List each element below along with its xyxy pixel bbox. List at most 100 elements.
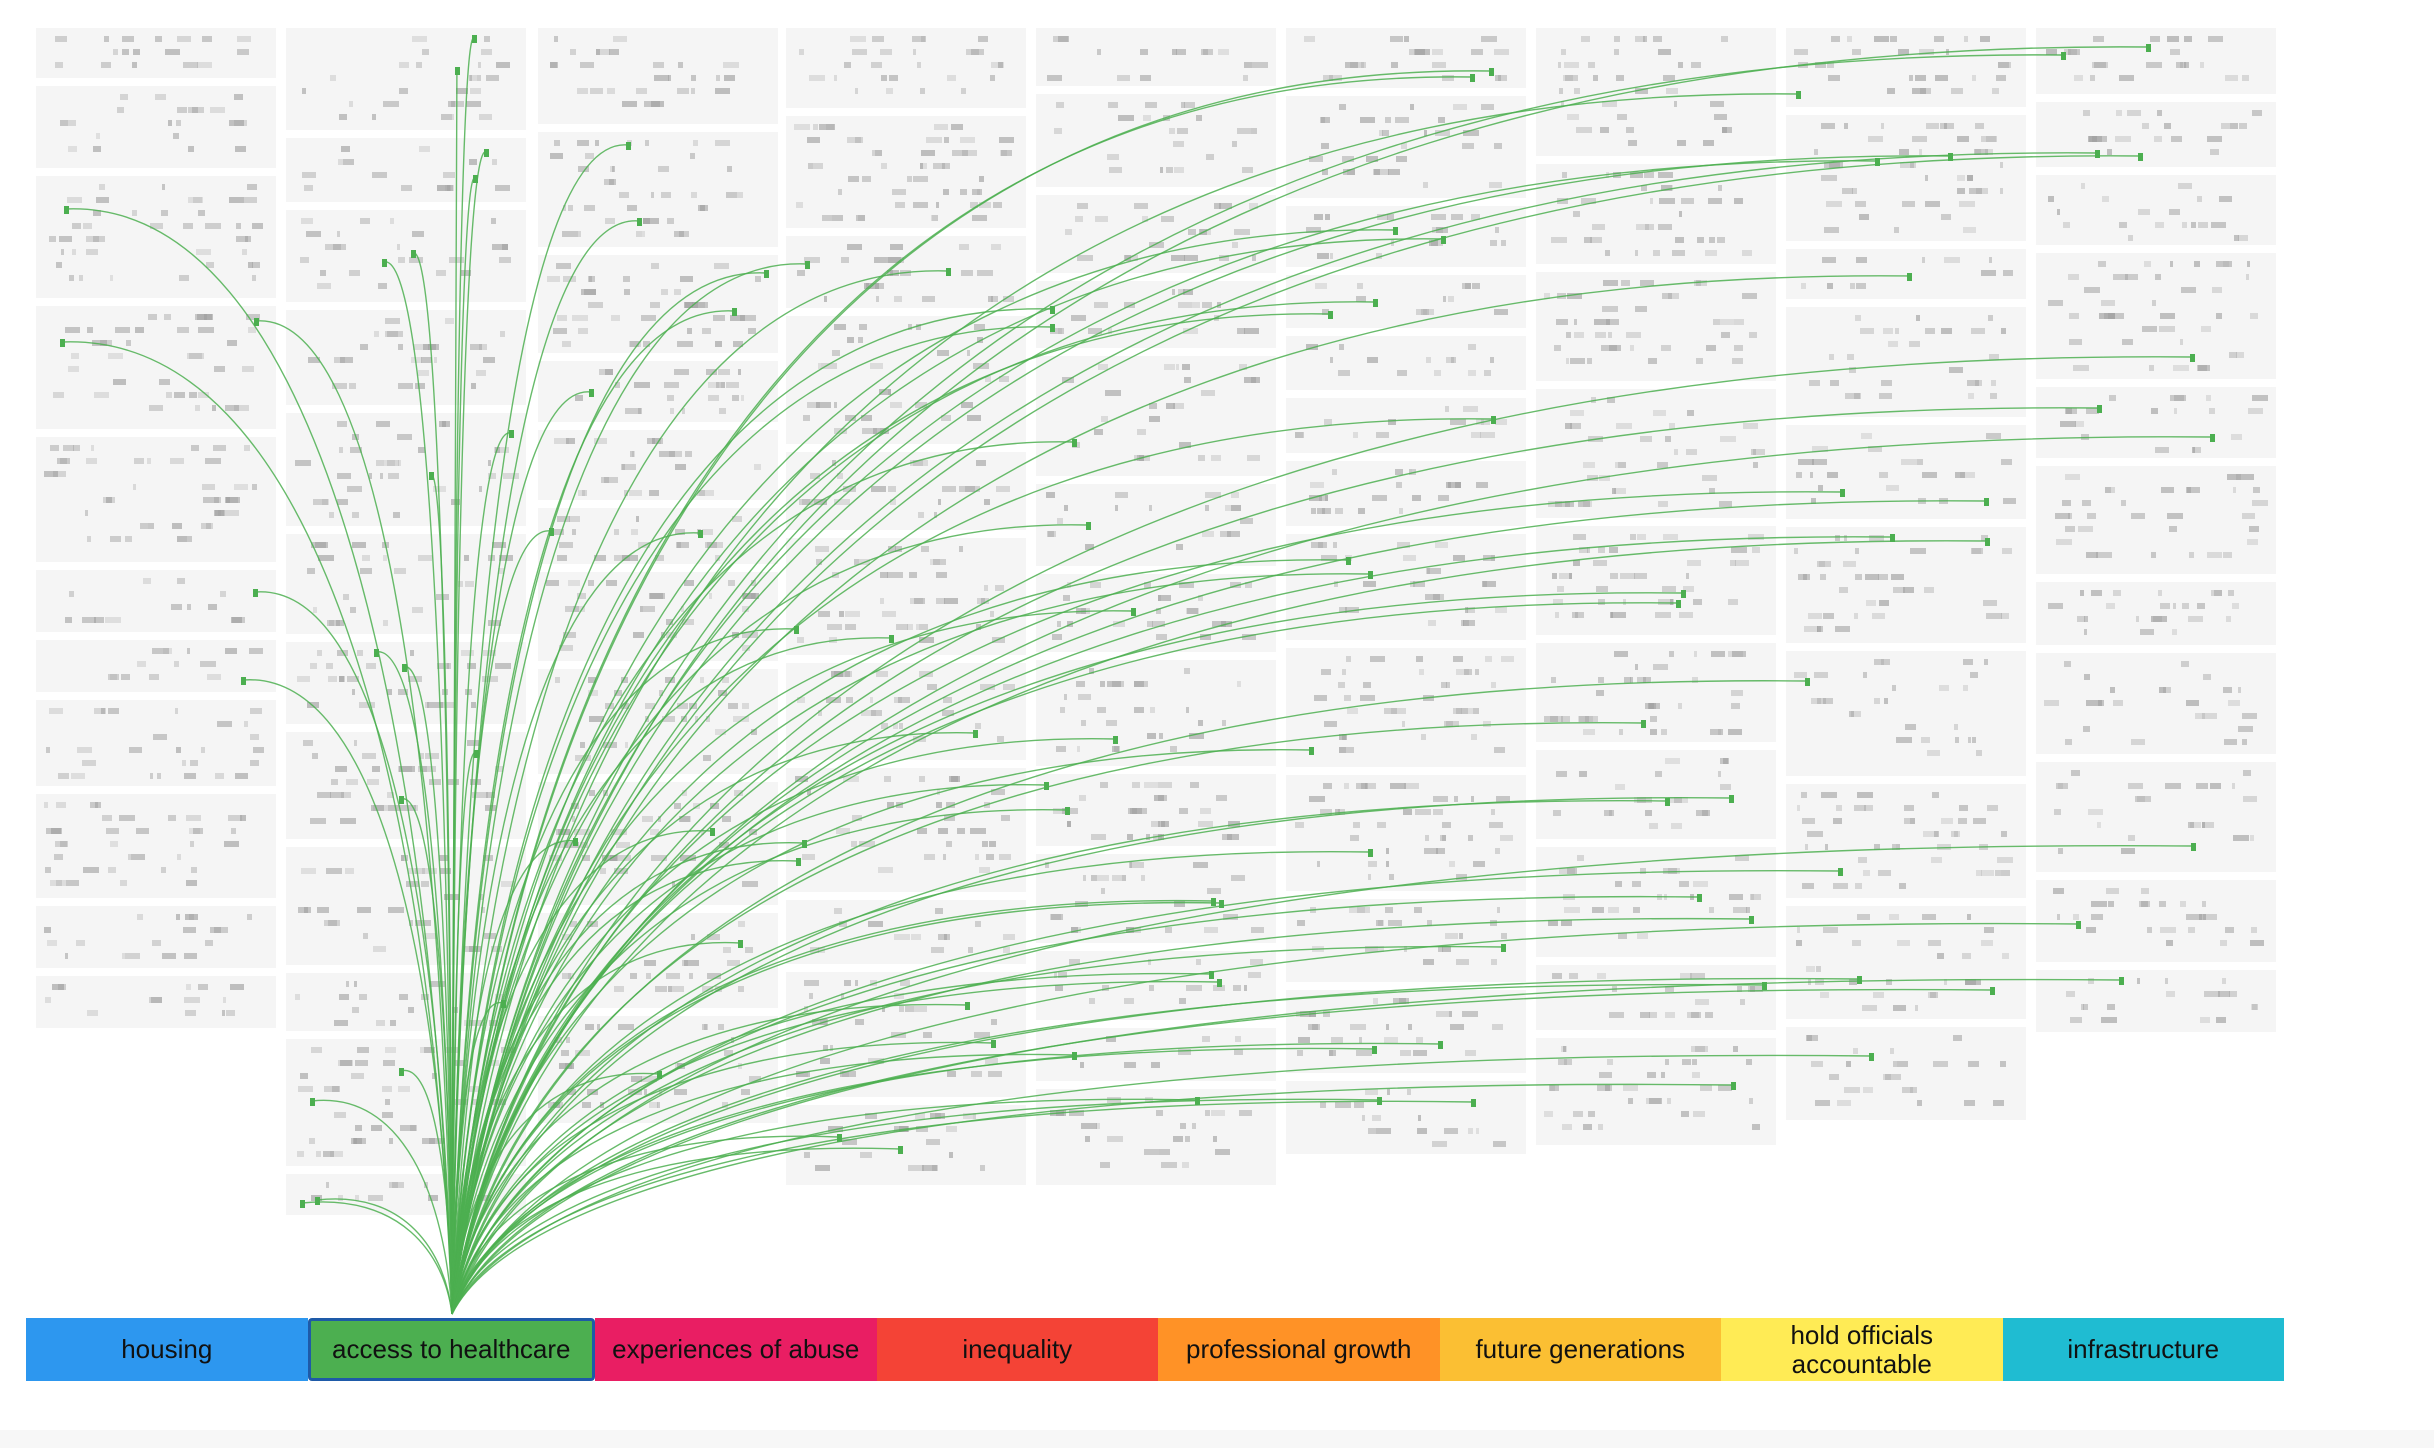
conversation-card[interactable] xyxy=(538,132,778,247)
conversation-card[interactable] xyxy=(2036,762,2276,872)
conversation-card[interactable] xyxy=(1036,28,1276,86)
snippet-mark xyxy=(312,753,318,759)
snippet-mark xyxy=(692,302,708,308)
conversation-card[interactable] xyxy=(1786,527,2026,643)
conversation-card[interactable] xyxy=(36,906,276,968)
topic-access-to-healthcare[interactable]: access to healthcare xyxy=(307,1318,595,1381)
topic-link xyxy=(451,540,1988,1315)
snippet-mark xyxy=(1476,1128,1479,1134)
conversation-card[interactable] xyxy=(786,538,1026,655)
snippet-mark xyxy=(2178,183,2192,189)
conversation-card[interactable] xyxy=(1286,775,1526,891)
conversation-card[interactable] xyxy=(1536,965,1776,1030)
conversation-card[interactable] xyxy=(1286,336,1526,390)
conversation-card[interactable] xyxy=(2036,175,2276,245)
snippet-mark xyxy=(722,677,729,683)
topic-future-generations[interactable]: future generations xyxy=(1439,1318,1721,1381)
snippet-mark xyxy=(1694,651,1697,657)
conversation-card[interactable] xyxy=(1536,526,1776,635)
conversation-card[interactable] xyxy=(1036,281,1276,348)
snippet-mark xyxy=(1309,796,1325,802)
conversation-card[interactable] xyxy=(786,663,1026,760)
conversation-card[interactable] xyxy=(1286,1081,1526,1154)
conversation-card[interactable] xyxy=(1536,750,1776,839)
conversation-card[interactable] xyxy=(1286,648,1526,767)
snippet-mark xyxy=(1730,560,1736,566)
conversation-card[interactable] xyxy=(1286,899,1526,982)
conversation-card[interactable] xyxy=(1786,1027,2026,1120)
conversation-card[interactable] xyxy=(1036,94,1276,187)
snippet-mark xyxy=(1158,782,1172,788)
snippet-mark xyxy=(1728,599,1738,605)
snippet-mark xyxy=(557,555,567,561)
conversation-card[interactable] xyxy=(1536,164,1776,264)
conversation-card[interactable] xyxy=(1786,307,2026,417)
snippet-mark xyxy=(1201,49,1213,55)
snippet-mark xyxy=(1658,49,1671,55)
conversation-card[interactable] xyxy=(1536,643,1776,742)
conversation-card[interactable] xyxy=(2036,880,2276,962)
snippet-mark xyxy=(1555,612,1559,618)
conversation-card[interactable] xyxy=(1786,784,2026,898)
highlight-mark xyxy=(626,142,631,150)
conversation-card[interactable] xyxy=(1036,195,1276,273)
conversation-card[interactable] xyxy=(2036,582,2276,645)
snippet-mark xyxy=(584,205,595,211)
conversation-card[interactable] xyxy=(1786,115,2026,241)
snippet-mark xyxy=(1602,306,1618,312)
snippet-mark xyxy=(303,740,313,746)
topic-professional-growth[interactable]: professional growth xyxy=(1158,1318,1440,1381)
conversation-card[interactable] xyxy=(286,210,526,302)
conversation-card[interactable] xyxy=(786,900,1026,964)
conversation-card[interactable] xyxy=(1536,28,1776,156)
conversation-card[interactable] xyxy=(286,413,526,526)
snippet-mark xyxy=(2188,927,2195,933)
snippet-mark xyxy=(2159,687,2166,693)
snippet-mark xyxy=(567,1089,576,1095)
conversation-card[interactable] xyxy=(2036,653,2276,754)
conversation-card[interactable] xyxy=(286,534,526,634)
conversation-card[interactable] xyxy=(2036,102,2276,167)
snippet-mark xyxy=(816,559,822,565)
conversation-card[interactable] xyxy=(538,361,778,422)
conversation-card[interactable] xyxy=(1036,951,1276,1020)
snippet-mark xyxy=(741,395,744,401)
snippet-mark xyxy=(1967,175,1973,181)
snippet-mark xyxy=(920,163,927,169)
conversation-card[interactable] xyxy=(36,700,276,786)
conversation-card[interactable] xyxy=(786,116,1026,228)
snippet-mark xyxy=(1465,283,1471,289)
snippet-mark xyxy=(707,973,721,979)
snippet-mark xyxy=(606,580,617,586)
snippet-mark xyxy=(2093,36,2104,42)
topic-link xyxy=(451,844,2194,1315)
conversation-card[interactable] xyxy=(1786,651,2026,776)
snippet-mark xyxy=(1071,315,1086,321)
snippet-mark xyxy=(991,296,998,302)
conversation-card[interactable] xyxy=(786,28,1026,108)
snippet-mark xyxy=(1471,49,1483,55)
snippet-mark xyxy=(79,275,83,281)
conversation-card[interactable] xyxy=(1536,847,1776,957)
topic-inequality[interactable]: inequality xyxy=(876,1318,1158,1381)
conversation-card[interactable] xyxy=(1786,425,2026,519)
topic-housing[interactable]: housing xyxy=(26,1318,308,1381)
conversation-card[interactable] xyxy=(1286,461,1526,526)
topic-hold-officials-accountable[interactable]: hold officials accountable xyxy=(1721,1318,2003,1381)
conversation-card[interactable] xyxy=(538,913,778,1008)
snippet-mark xyxy=(1315,283,1327,289)
snippet-mark xyxy=(1574,88,1580,94)
snippet-mark xyxy=(1975,380,1982,386)
topic-infrastructure[interactable]: infrastructure xyxy=(2002,1318,2284,1381)
conversation-card[interactable] xyxy=(1536,272,1776,381)
snippet-mark xyxy=(1080,1062,1084,1068)
conversation-card[interactable] xyxy=(286,138,526,202)
conversation-card[interactable] xyxy=(1536,389,1776,518)
topic-experiences-of-abuse[interactable]: experiences of abuse xyxy=(595,1318,877,1381)
conversation-card[interactable] xyxy=(36,640,276,692)
snippet-mark xyxy=(355,1195,359,1201)
snippet-mark xyxy=(1397,370,1407,376)
conversation-card[interactable] xyxy=(1286,275,1526,328)
snippet-mark xyxy=(1321,555,1337,561)
snippet-mark xyxy=(2000,1061,2006,1067)
